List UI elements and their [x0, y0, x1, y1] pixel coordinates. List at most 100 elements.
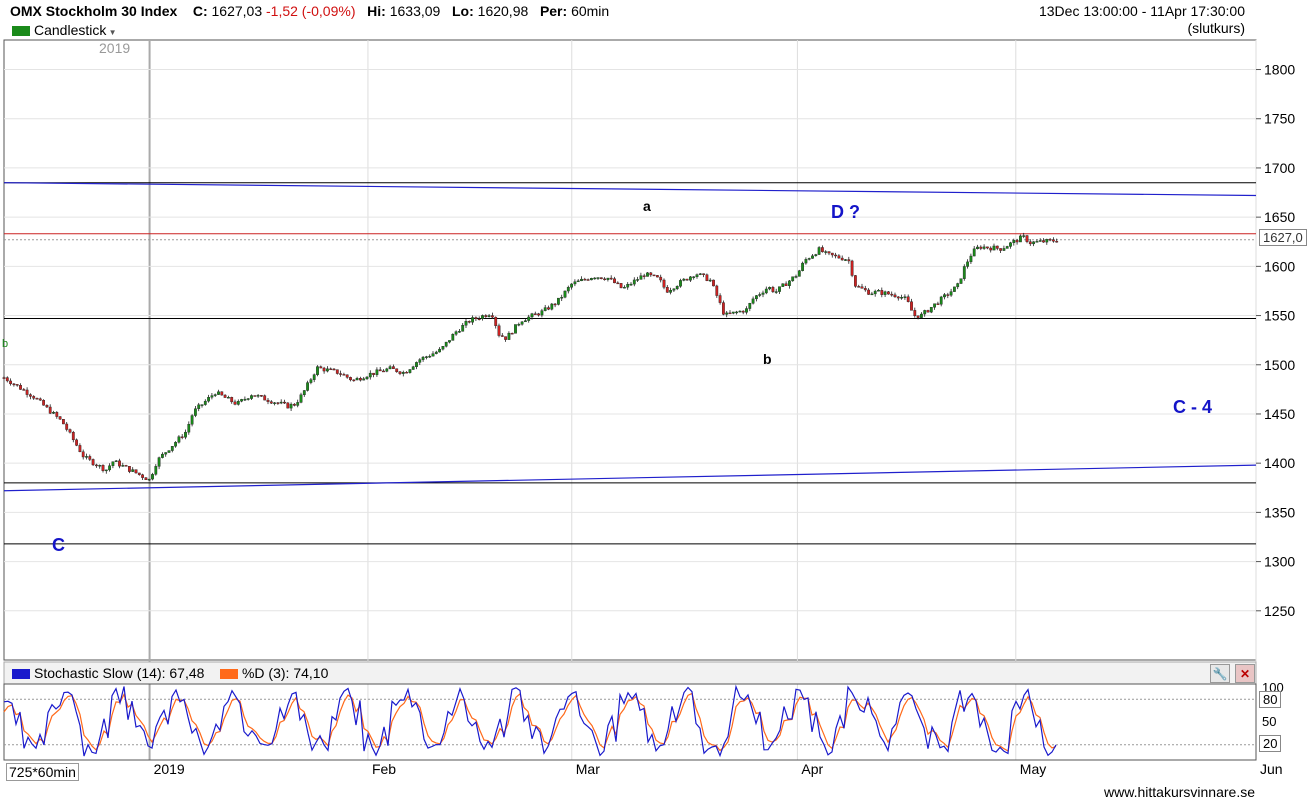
candle-body — [286, 402, 290, 409]
candle-body — [857, 286, 861, 288]
candle-body — [1002, 248, 1006, 251]
candle-body — [1028, 241, 1032, 245]
candle-body — [827, 251, 831, 254]
candle-body — [959, 278, 963, 284]
candle-body — [375, 369, 379, 375]
candle-body — [560, 297, 564, 299]
candle-body — [5, 377, 9, 382]
candle-body — [781, 283, 785, 287]
close-icon[interactable]: ✕ — [1235, 664, 1255, 683]
candle-body — [467, 321, 471, 323]
candle-body — [854, 275, 857, 287]
date-range: 13Dec 13:00:00 - 11Apr 17:30:00 — [1038, 3, 1245, 19]
candle-body — [758, 294, 762, 296]
candle-body — [1042, 240, 1045, 243]
index-title: OMX Stockholm 30 Index — [10, 3, 178, 19]
candle-body — [118, 460, 121, 467]
candle-body — [741, 310, 745, 313]
candle-body — [537, 313, 541, 316]
stoch-d-label: %D (3): 74,10 — [241, 665, 329, 681]
candle-body — [976, 246, 979, 250]
trendline — [3, 182, 1257, 197]
candle-body — [174, 442, 177, 447]
candle-body — [903, 296, 907, 298]
stochastic-series — [3, 684, 1057, 758]
candle-body — [844, 259, 847, 261]
candle-body — [906, 296, 910, 302]
candle-body — [629, 283, 633, 286]
candle-body — [299, 394, 303, 403]
candle-body — [9, 380, 12, 385]
candle-body — [517, 324, 521, 326]
candle-body — [213, 394, 217, 396]
left-edge-marker: b — [2, 338, 9, 350]
candle-body — [979, 246, 983, 249]
candle-body — [240, 399, 243, 402]
candle-body — [675, 286, 679, 290]
candle-body — [134, 469, 138, 474]
candle-body — [45, 405, 49, 408]
candle-body — [52, 412, 55, 414]
candle-body — [814, 254, 818, 257]
candle-body — [603, 278, 607, 281]
candle-body — [170, 446, 174, 451]
candle-body — [646, 272, 649, 277]
x-tick-label: Mar — [576, 761, 600, 777]
candle-body — [296, 402, 300, 406]
candle-body — [527, 316, 531, 321]
period-value: 60min — [571, 3, 610, 19]
candle-body — [392, 366, 395, 369]
candle-body — [226, 397, 230, 399]
bars-count-label: 725*60min — [6, 763, 79, 781]
candle-body — [408, 369, 412, 373]
candle-body — [652, 274, 656, 277]
candle-body — [867, 289, 871, 295]
candle-body — [916, 315, 920, 318]
candle-body — [85, 456, 88, 458]
candle-body — [273, 402, 276, 404]
candle-body — [111, 461, 115, 466]
trendlines — [3, 182, 1257, 492]
candle-body — [481, 315, 484, 319]
candle-body — [524, 320, 527, 323]
candle-body — [253, 395, 257, 397]
stoch-level-80-box: 80 — [1259, 691, 1282, 708]
candlestick-swatch — [12, 26, 30, 37]
candle-body — [662, 279, 666, 288]
candle-body — [425, 356, 428, 358]
candle-body — [580, 278, 583, 282]
candle-body — [718, 295, 722, 303]
candle-body — [101, 465, 105, 471]
candle-body — [398, 371, 402, 374]
high-label: Hi: — [367, 3, 386, 19]
x-tick-label: 2019 — [154, 761, 185, 777]
candle-body — [583, 278, 587, 281]
candle-body — [1019, 235, 1022, 243]
candle-body — [860, 286, 864, 289]
candle-body — [847, 259, 851, 262]
candle-body — [444, 341, 448, 347]
candle-body — [850, 260, 854, 276]
candle-body — [969, 255, 973, 263]
candle-body — [230, 397, 234, 403]
wrench-icon[interactable]: 🔧 — [1210, 664, 1230, 683]
candle-body — [184, 431, 187, 438]
candle-body — [1022, 235, 1026, 237]
candle-body — [1035, 241, 1039, 243]
candle-body — [167, 450, 171, 453]
candle-body — [520, 321, 524, 325]
candle-body — [368, 372, 372, 378]
candle-body — [698, 273, 702, 275]
candle-body — [203, 400, 207, 405]
candle-body — [933, 303, 937, 308]
candle-body — [497, 325, 501, 336]
candle-body — [708, 279, 712, 282]
candle-body — [345, 374, 349, 378]
candle-body — [801, 262, 805, 271]
candle-body — [197, 404, 201, 409]
candle-body — [438, 348, 441, 353]
candle-body — [1012, 240, 1016, 243]
close-value: 1627,03 — [211, 3, 263, 19]
x-axis-labels: 2019 Feb Mar Apr May Jun — [154, 761, 1283, 777]
chart-type-selector[interactable]: Candlestick ▼ — [12, 22, 117, 38]
